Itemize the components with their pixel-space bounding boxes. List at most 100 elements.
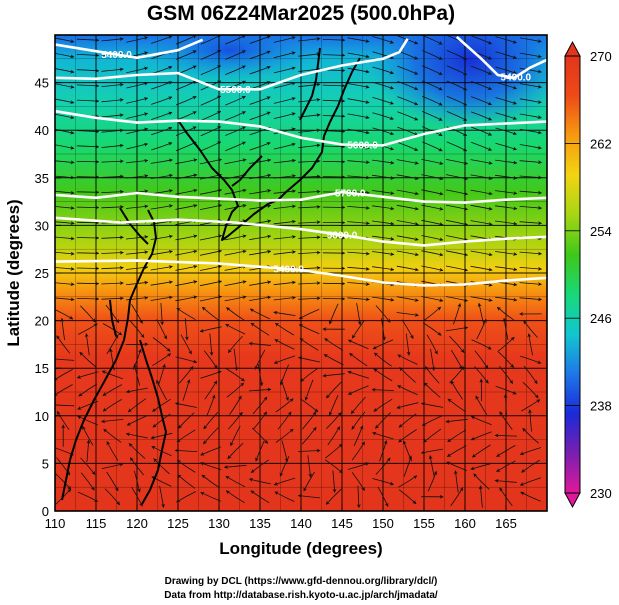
streamline xyxy=(322,129,346,134)
streamline xyxy=(175,280,198,286)
x-tick-label: 135 xyxy=(249,516,271,531)
streamline xyxy=(421,174,444,181)
streamline xyxy=(273,36,296,43)
x-tick-label: 150 xyxy=(372,516,394,531)
streamline xyxy=(396,402,419,409)
streamline xyxy=(76,220,100,225)
streamline xyxy=(77,400,99,410)
streamline xyxy=(126,174,149,179)
streamline xyxy=(275,398,294,413)
streamline xyxy=(249,111,271,121)
streamline xyxy=(225,95,246,106)
streamline xyxy=(200,370,222,379)
streamline xyxy=(55,144,75,150)
streamline xyxy=(77,415,99,426)
streamline xyxy=(199,188,222,195)
streamlines xyxy=(55,35,542,509)
streamline xyxy=(101,419,124,424)
contour-label: 5500.0 xyxy=(220,85,251,96)
streamline xyxy=(423,382,441,398)
streamline xyxy=(523,365,538,385)
streamline xyxy=(351,319,365,339)
streamline xyxy=(76,296,100,301)
streamline xyxy=(449,366,465,384)
streamline xyxy=(79,351,97,368)
streamline xyxy=(298,113,321,118)
streamline xyxy=(101,281,124,286)
streamline xyxy=(175,188,198,195)
streamline xyxy=(421,265,444,272)
x-tick-label: 120 xyxy=(126,516,148,531)
streamline xyxy=(519,447,542,456)
streamline xyxy=(471,96,492,106)
streamline xyxy=(421,415,443,426)
streamline xyxy=(398,475,418,488)
streamline xyxy=(55,205,75,210)
streamline xyxy=(351,472,365,491)
streamline xyxy=(275,428,294,443)
streamline xyxy=(200,141,222,152)
streamline xyxy=(199,234,222,241)
streamline xyxy=(522,381,539,399)
streamline xyxy=(445,418,468,424)
streamline xyxy=(397,354,418,365)
streamline xyxy=(254,349,266,370)
streamline xyxy=(55,357,75,362)
streamline xyxy=(519,144,542,150)
streamline xyxy=(103,428,122,443)
streamline xyxy=(495,51,517,59)
streamline xyxy=(175,356,198,364)
streamline xyxy=(421,250,444,257)
streamline xyxy=(298,82,321,88)
streamline xyxy=(298,36,321,42)
streamline xyxy=(175,35,197,45)
streamline xyxy=(101,159,124,164)
streamline xyxy=(273,250,296,255)
streamline xyxy=(233,348,239,371)
streamline xyxy=(55,129,75,135)
streamline xyxy=(499,487,513,507)
streamline xyxy=(249,249,272,256)
streamline xyxy=(396,174,419,181)
contour-label: 5400.0 xyxy=(501,72,532,83)
streamline xyxy=(396,265,419,272)
streamline xyxy=(372,97,394,105)
streamline xyxy=(252,411,268,430)
streamline xyxy=(476,318,487,340)
streamline xyxy=(347,83,370,89)
grid-lines xyxy=(55,35,547,511)
contour-line xyxy=(455,35,547,80)
streamline xyxy=(101,113,124,118)
streamline xyxy=(445,174,468,181)
streamline xyxy=(76,371,99,379)
streamline xyxy=(250,322,270,336)
streamline xyxy=(446,126,468,136)
streamline xyxy=(101,296,124,301)
streamline xyxy=(426,334,438,355)
streamline xyxy=(347,113,370,120)
streamline xyxy=(398,489,417,505)
streamline xyxy=(78,383,98,397)
streamline xyxy=(175,401,198,408)
streamline xyxy=(101,174,124,179)
contour-label: 5400.0 xyxy=(273,265,304,276)
streamline xyxy=(422,126,443,137)
y-axis-ticks: 0 5 10 15 20 25 30 35 40 45 xyxy=(35,76,61,519)
streamline xyxy=(503,393,508,417)
x-tick-label: 155 xyxy=(413,516,435,531)
streamline xyxy=(298,159,321,164)
contour-label: 5700.0 xyxy=(335,189,366,200)
streamline xyxy=(332,470,337,493)
streamline xyxy=(304,379,314,401)
streamline xyxy=(498,365,514,384)
streamline xyxy=(421,204,444,211)
streamline xyxy=(152,398,171,412)
x-axis-label: Longitude (degrees) xyxy=(219,539,382,558)
streamline xyxy=(474,366,489,384)
streamline xyxy=(495,296,518,302)
streamline xyxy=(471,444,491,458)
colorbar-bottom-cap xyxy=(564,492,581,509)
streamline xyxy=(225,141,246,152)
streamline xyxy=(76,68,100,73)
streamline xyxy=(381,318,387,341)
